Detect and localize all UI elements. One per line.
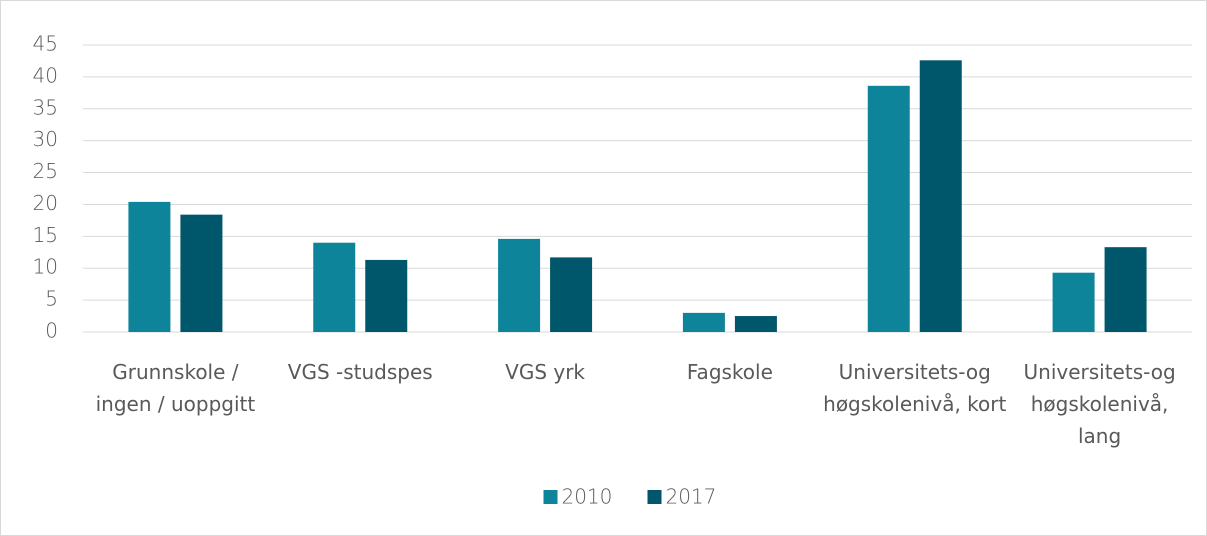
y-tick-label: 15 <box>33 223 58 247</box>
y-tick-label: 25 <box>33 159 58 183</box>
bar <box>498 238 541 332</box>
bar <box>919 60 962 332</box>
bar <box>180 214 223 332</box>
y-tick-label: 0 <box>45 319 58 343</box>
x-tick-label: Universitets-og høgskolenivå, lang <box>1023 360 1176 448</box>
y-tick-label: 35 <box>33 95 58 119</box>
y-tick-label: 20 <box>33 191 58 215</box>
bar <box>550 257 593 332</box>
y-tick-label: 30 <box>33 127 58 151</box>
bar <box>867 85 910 332</box>
bar <box>1104 247 1147 332</box>
x-tick-label: Grunnskole / ingen / uoppgitt <box>95 360 256 416</box>
y-tick-label: 10 <box>33 255 58 279</box>
bar <box>365 259 408 332</box>
x-tick-label: VGS -studspes <box>287 360 433 384</box>
x-tick-label: Fagskole <box>686 360 773 384</box>
bar <box>128 201 171 332</box>
y-tick-label: 45 <box>33 32 58 56</box>
bar <box>1052 272 1095 332</box>
legend-swatch <box>647 490 662 504</box>
x-tick-label: Universitets-og høgskolenivå, kort <box>823 360 1007 416</box>
legend-swatch <box>543 490 558 504</box>
bar <box>313 242 356 332</box>
x-tick-label: VGS yrk <box>505 360 586 384</box>
bar <box>734 316 777 332</box>
y-tick-label: 5 <box>45 287 58 311</box>
y-tick-label: 40 <box>33 63 58 87</box>
legend-label: 2017 <box>666 485 717 509</box>
bar <box>682 312 725 332</box>
legend-label: 2010 <box>562 485 613 509</box>
